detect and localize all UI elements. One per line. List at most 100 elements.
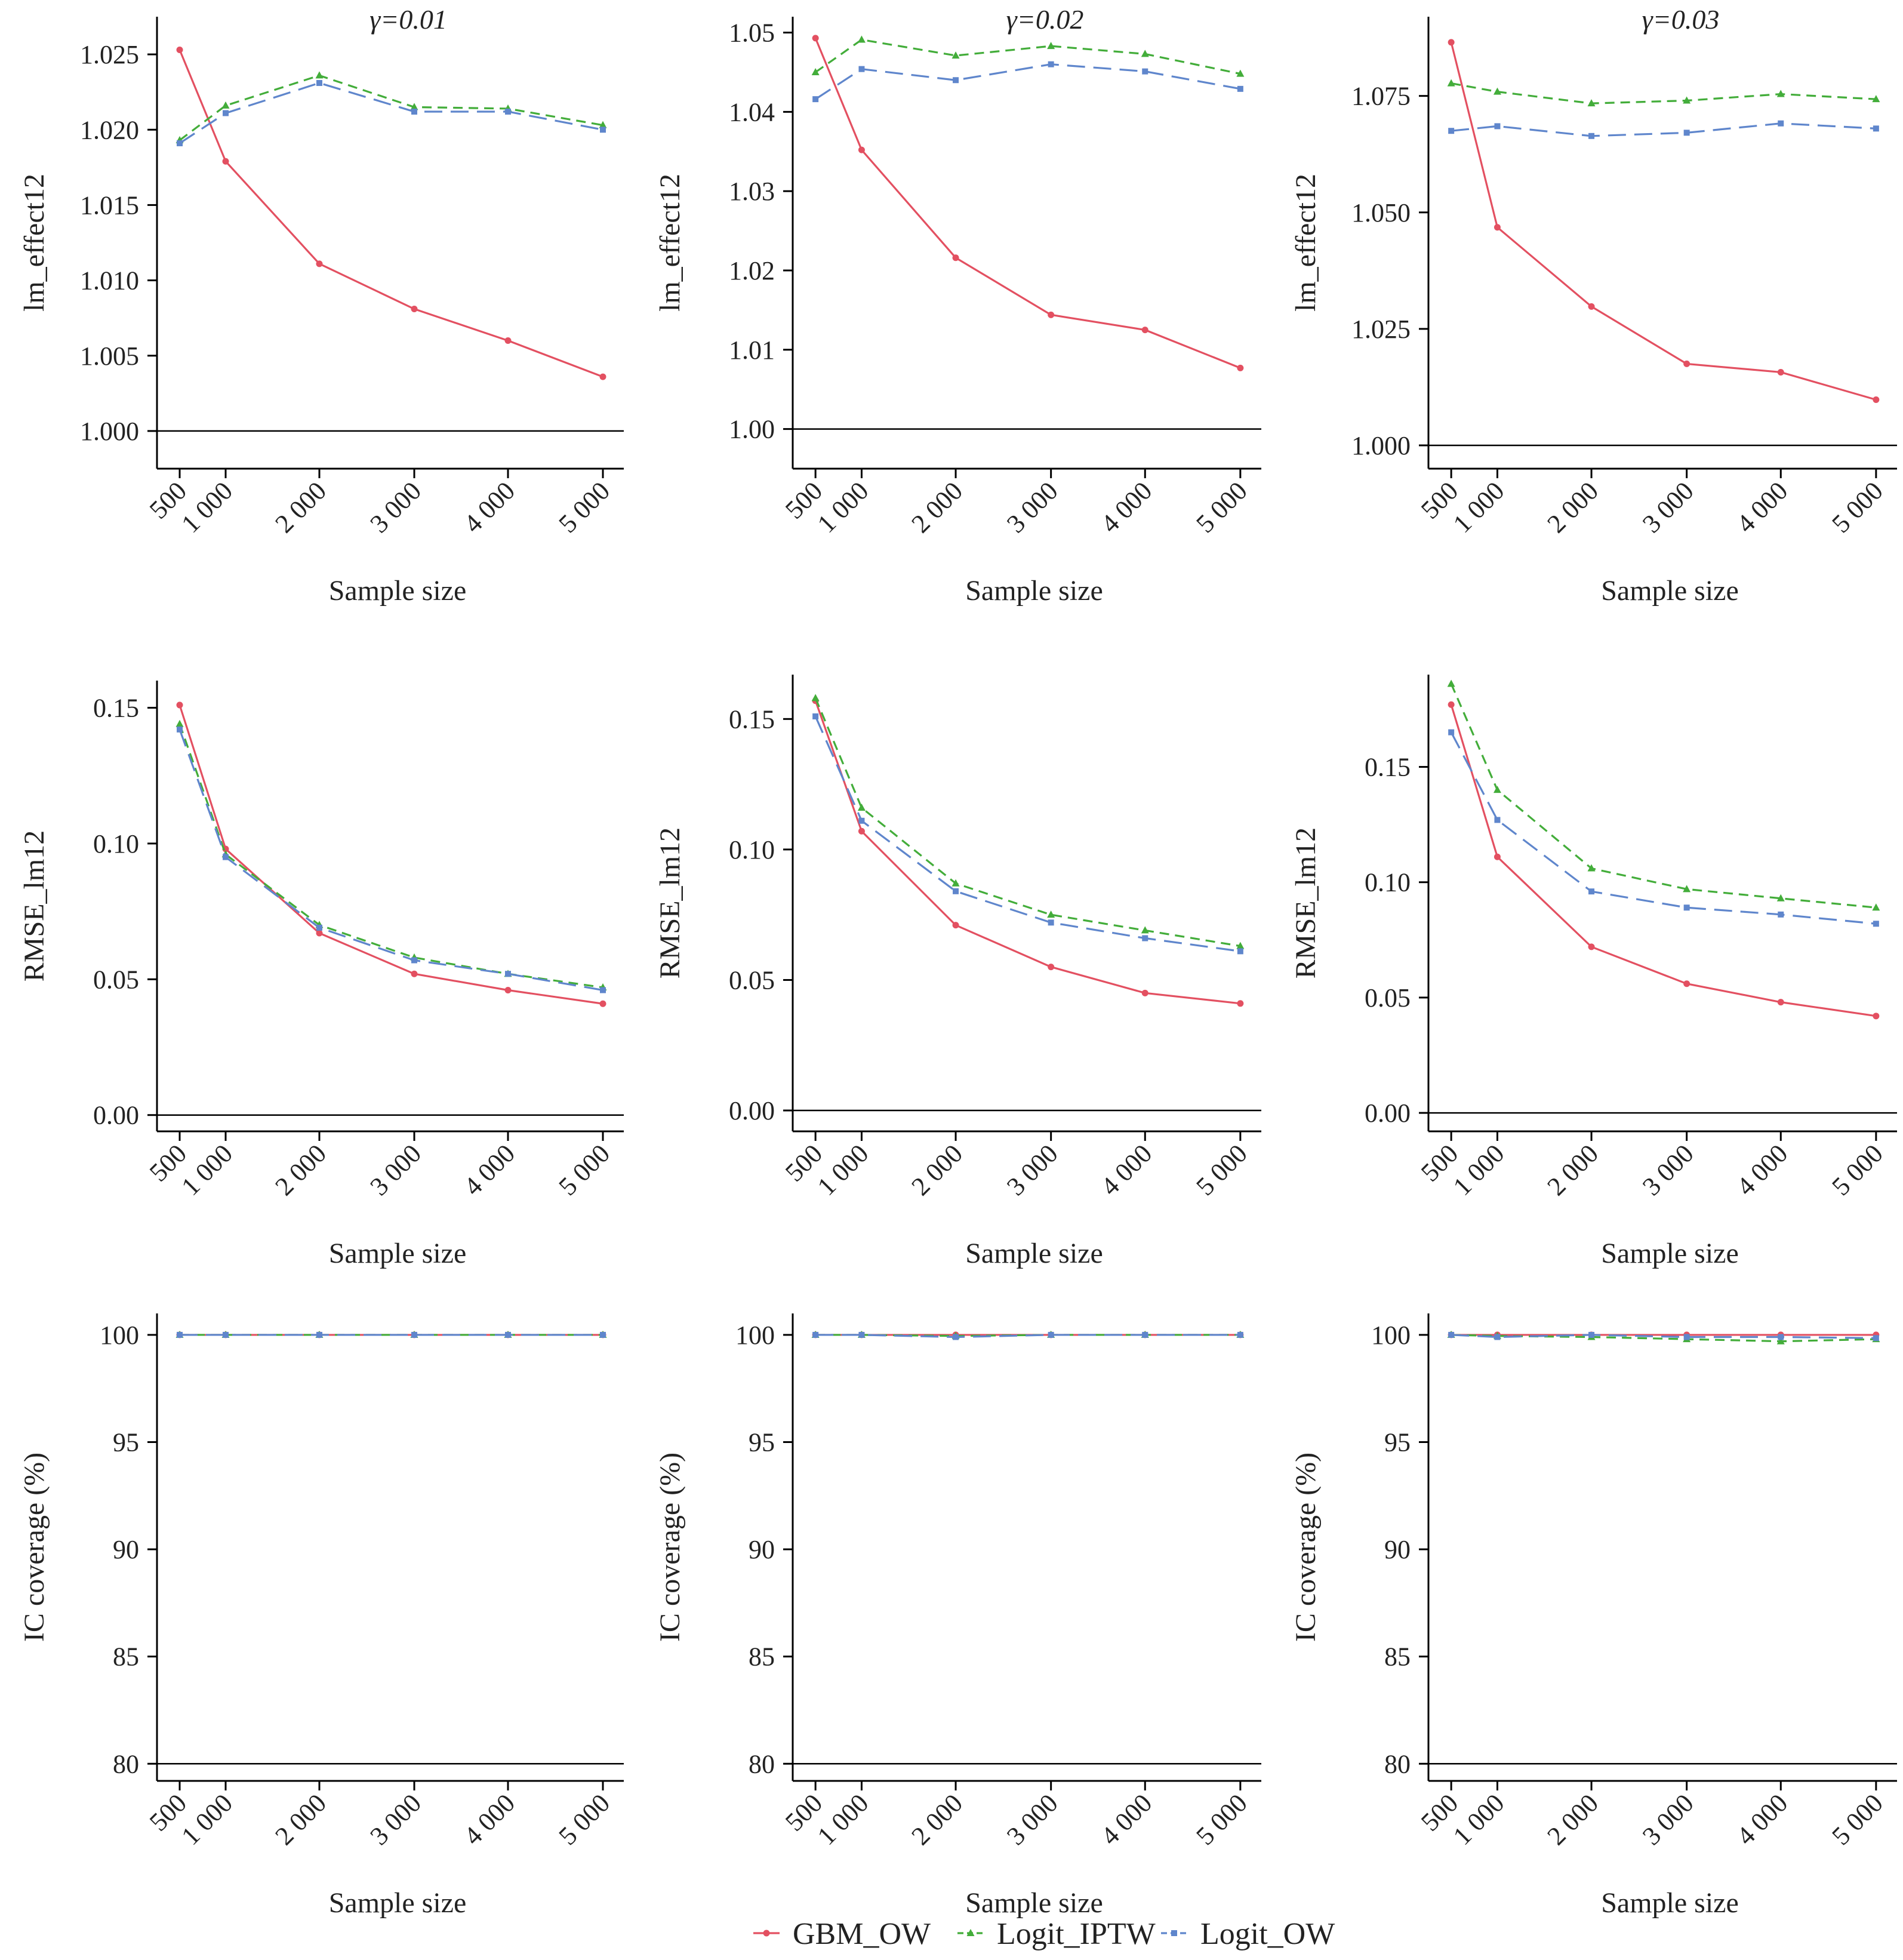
data-point-gbm-ow — [176, 701, 183, 709]
data-point-logit-iptw — [1683, 885, 1691, 893]
data-point-logit-ow — [223, 110, 229, 116]
panel-title: γ=0.02 — [1006, 4, 1084, 35]
y-axis-label: lm_effect12 — [19, 174, 50, 312]
series-logit-ow — [812, 61, 1243, 103]
y-axis-label: IC coverage (%) — [19, 1453, 50, 1642]
series-logit-ow — [177, 726, 606, 993]
series-line-gbm-ow — [814, 700, 1241, 1005]
data-point-logit-ow — [223, 1331, 229, 1338]
data-point-gbm-ow — [858, 827, 865, 835]
data-point-logit-ow — [1142, 935, 1148, 941]
data-point-logit-iptw — [221, 101, 230, 109]
data-point-logit-iptw — [599, 121, 607, 128]
series-logit-ow — [812, 713, 1243, 955]
y-tick-label: 95 — [749, 1428, 775, 1457]
data-point-logit-ow — [1588, 1331, 1595, 1338]
data-point-logit-iptw — [1447, 679, 1455, 687]
legend: GBM_OW Logit_IPTW Logit_OW — [753, 1917, 1335, 1951]
y-tick-label: 90 — [749, 1535, 775, 1564]
x-axis-label: Sample size — [329, 1238, 467, 1269]
data-point-gbm-ow — [504, 986, 512, 993]
data-point-logit-ow — [177, 726, 183, 733]
series-logit-ow — [1448, 729, 1879, 927]
data-point-logit-iptw — [1872, 903, 1880, 911]
y-tick-label: 0.15 — [93, 693, 139, 722]
data-point-logit-iptw — [857, 803, 866, 811]
data-point-logit-ow — [411, 957, 417, 964]
y-tick-label: 0.05 — [93, 965, 139, 994]
data-point-logit-iptw — [315, 71, 324, 79]
series-line-logit-iptw — [1450, 683, 1877, 909]
data-point-logit-iptw — [1683, 96, 1691, 104]
data-point-logit-iptw — [1587, 99, 1596, 107]
panel-title: γ=0.01 — [369, 4, 447, 35]
y-tick-label: 0.05 — [729, 965, 775, 995]
data-point-logit-iptw — [811, 67, 820, 75]
legend-item-logit-iptw: Logit_IPTW — [957, 1917, 1156, 1951]
y-tick-label: 1.000 — [80, 417, 139, 446]
y-tick-label: 100 — [100, 1321, 139, 1350]
y-tick-label: 1.050 — [1351, 198, 1411, 227]
y-tick-label: 1.04 — [729, 97, 775, 127]
data-point-logit-ow — [858, 1331, 865, 1338]
data-point-logit-ow — [1683, 904, 1690, 911]
data-point-gbm-ow — [411, 970, 418, 977]
data-point-logit-ow — [953, 1334, 959, 1340]
y-tick-label: 0.05 — [1365, 983, 1411, 1013]
series-line-logit-iptw — [814, 697, 1241, 947]
data-point-gbm-ow — [504, 337, 512, 344]
data-point-logit-ow — [858, 817, 865, 824]
data-point-gbm-ow — [599, 1000, 606, 1007]
data-point-logit-ow — [1683, 1334, 1690, 1340]
data-point-logit-ow — [1588, 133, 1595, 139]
series-line-logit-ow — [178, 729, 603, 992]
y-axis-label: RMSE_lm12 — [1290, 827, 1322, 979]
x-axis-label: Sample size — [1601, 1887, 1739, 1919]
series-line-gbm-ow — [1450, 704, 1877, 1017]
data-point-logit-iptw — [1776, 894, 1785, 901]
data-point-logit-iptw — [1447, 79, 1455, 87]
data-point-logit-ow — [600, 987, 606, 993]
y-tick-label: 1.05 — [729, 19, 775, 48]
data-point-gbm-ow — [1237, 1000, 1244, 1007]
series-line-logit-iptw — [1451, 82, 1876, 104]
series-line-logit-ow — [814, 716, 1241, 952]
data-point-logit-iptw — [1776, 1337, 1785, 1344]
data-point-logit-ow — [411, 108, 417, 115]
y-tick-label: 1.03 — [729, 177, 775, 206]
y-tick-label: 1.010 — [80, 266, 139, 296]
legend-marker-swatch — [1171, 1930, 1177, 1936]
data-point-logit-ow — [858, 66, 865, 72]
data-point-logit-ow — [1448, 729, 1455, 736]
data-point-gbm-ow — [952, 922, 959, 929]
data-point-logit-iptw — [952, 879, 960, 887]
data-point-logit-ow — [505, 971, 511, 977]
y-tick-label: 85 — [749, 1642, 775, 1672]
y-axis-label: RMSE_lm12 — [19, 830, 50, 981]
data-point-logit-iptw — [1236, 941, 1245, 949]
y-tick-label: 100 — [1371, 1321, 1411, 1350]
data-point-gbm-ow — [952, 254, 959, 261]
series-line-gbm-ow — [1450, 42, 1877, 401]
data-point-logit-ow — [812, 713, 819, 719]
data-point-logit-ow — [177, 1331, 183, 1338]
data-point-logit-ow — [953, 77, 959, 84]
data-point-gbm-ow — [1237, 364, 1244, 371]
y-tick-label: 80 — [1384, 1749, 1411, 1779]
y-tick-label: 1.020 — [80, 115, 139, 144]
data-point-logit-ow — [1588, 888, 1595, 895]
series-line-logit-ow — [815, 1334, 1240, 1339]
y-tick-label: 0.15 — [729, 704, 775, 734]
data-point-gbm-ow — [176, 47, 183, 54]
series-logit-ow — [177, 80, 606, 146]
legend-marker-swatch — [966, 1929, 975, 1936]
y-tick-label: 0.15 — [1365, 753, 1411, 782]
series-line-gbm-ow — [178, 49, 603, 378]
y-tick-label: 0.00 — [93, 1101, 139, 1130]
data-point-gbm-ow — [858, 146, 865, 153]
data-point-logit-iptw — [1047, 42, 1055, 50]
x-axis-label: Sample size — [329, 575, 467, 607]
data-point-logit-iptw — [1587, 864, 1596, 872]
series-logit-ow — [177, 1331, 606, 1338]
data-point-logit-iptw — [811, 694, 820, 701]
